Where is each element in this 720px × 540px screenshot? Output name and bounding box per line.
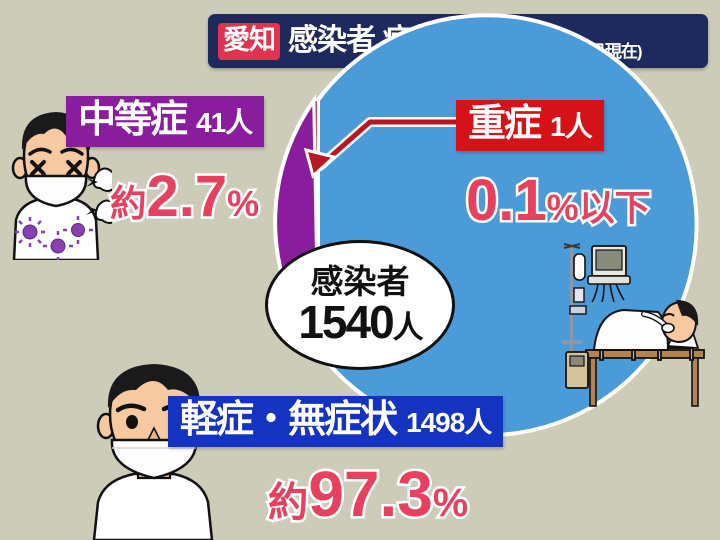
count-label-severe: 1人 bbox=[550, 111, 593, 142]
percent-suffix-severe: 以下 bbox=[576, 187, 653, 228]
percent-label-moderate: 約2.7% bbox=[108, 165, 262, 228]
approx-prefix-mild: 約 bbox=[265, 479, 310, 525]
label-chip-severe: 重症 1人 bbox=[456, 100, 604, 151]
percent-number-severe: 0.1 bbox=[464, 168, 550, 233]
percent-number-mild: 97.3 bbox=[306, 458, 436, 530]
masked-person-icon bbox=[62, 352, 242, 540]
center-total-unit: 人 bbox=[392, 310, 424, 346]
category-label-severe: 重症 bbox=[468, 103, 542, 145]
prefecture-badge: 愛知 bbox=[218, 22, 280, 60]
hospital-bed-ventilator-icon bbox=[540, 230, 720, 415]
center-total-label: 感染者 bbox=[310, 262, 410, 300]
center-total-value: 1540人 bbox=[298, 296, 424, 349]
percent-label-severe: 0.1%以下 bbox=[464, 169, 654, 232]
percent-sign-severe: % bbox=[544, 187, 581, 228]
percent-sign-moderate: % bbox=[225, 183, 262, 224]
category-label-mild: 軽症・無症状 bbox=[180, 399, 398, 441]
label-chip-moderate: 中等症 41人 bbox=[66, 96, 265, 147]
approx-prefix-moderate: 約 bbox=[108, 183, 149, 225]
label-chip-mild: 軽症・無症状 1498人 bbox=[168, 396, 504, 447]
category-label-moderate: 中等症 bbox=[78, 99, 188, 141]
center-total-number: 1540 bbox=[298, 296, 394, 349]
percent-number-moderate: 2.7 bbox=[144, 164, 230, 229]
count-label-mild: 1498人 bbox=[406, 407, 492, 438]
count-label-moderate: 41人 bbox=[196, 107, 253, 138]
center-total-bubble: 感染者 1540人 bbox=[265, 240, 455, 370]
percent-label-mild: 約97.3% bbox=[265, 460, 470, 529]
percent-sign-mild: % bbox=[430, 481, 470, 526]
